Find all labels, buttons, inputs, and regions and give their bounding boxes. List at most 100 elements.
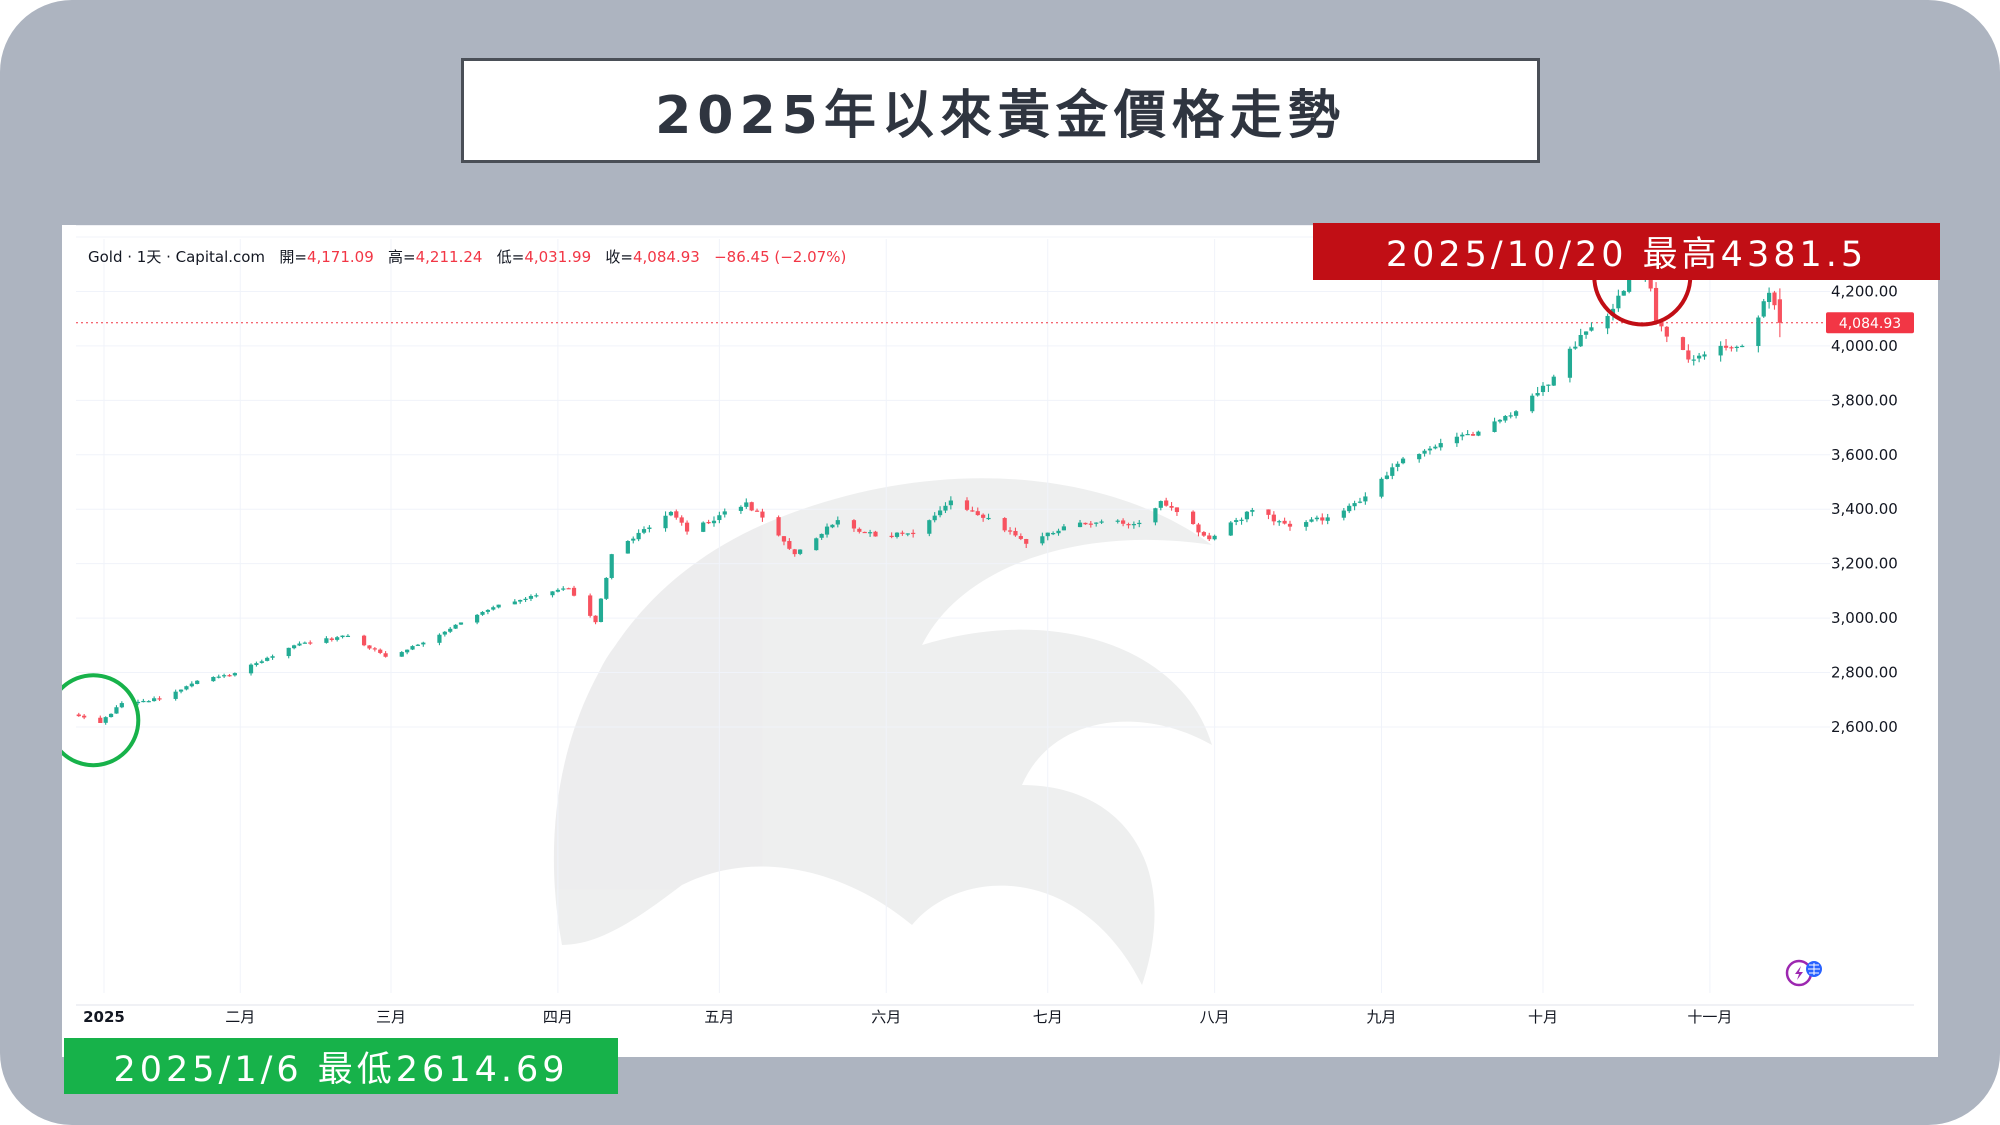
candle [1061,524,1066,531]
candle [1320,513,1325,525]
candle [216,674,221,679]
candle [1390,463,1395,480]
candle [302,641,307,644]
y-tick-label: 3,400.00 [1831,500,1898,518]
candle [1277,519,1282,526]
candle [1077,519,1083,528]
candle [1099,519,1104,525]
candle [970,506,975,512]
candles-layer [76,242,1782,725]
candle [889,532,894,539]
candle [566,587,571,590]
candle [636,529,641,542]
candle [211,676,216,682]
candle [1530,393,1535,414]
candle [1433,444,1438,450]
candle [1400,456,1406,465]
candle [291,644,297,650]
candle [550,591,555,598]
candle [195,680,200,685]
candle [135,699,141,706]
candle [868,529,873,537]
y-tick-label: 2,800.00 [1831,664,1898,682]
candle [108,713,114,718]
candle [1094,522,1099,527]
candle [905,533,910,537]
candle [340,635,345,639]
candle [82,714,87,720]
candle [701,521,706,533]
candle [1244,510,1250,523]
x-tick-label: 九月 [1367,1008,1397,1026]
candle [189,681,194,688]
candle [1573,341,1578,350]
candle [798,549,803,556]
candle [1718,341,1723,362]
candle [819,533,824,540]
high-label: 高= [388,248,416,266]
x-tick-label: 三月 [376,1008,406,1026]
candle [98,715,103,724]
candle [222,673,227,679]
open-value: 4,171.09 [306,248,374,266]
candle [749,501,754,512]
low-value: 4,031.99 [524,248,592,266]
candle [1540,382,1546,396]
candle [943,502,948,514]
candle [437,633,442,646]
candle [668,510,674,517]
candle [308,640,313,645]
candle [1535,386,1540,397]
candle [744,498,749,509]
candle [1239,517,1244,525]
low-label: 低= [496,248,525,266]
candle [1664,326,1669,343]
candle [1201,531,1206,537]
candle [604,577,609,601]
candle [458,622,464,625]
candle [1287,520,1293,531]
ohlc-header: Gold · 1天 · Capital.com 開=4,171.09 高=4,2… [88,246,846,267]
candle [1228,521,1233,537]
candle [873,530,878,537]
candle [900,530,905,536]
y-tick-label: 3,600.00 [1831,446,1898,464]
candle [485,609,490,615]
candle [528,594,534,602]
candle [787,538,792,550]
candle [157,696,162,701]
candle [1470,431,1476,436]
candle [711,516,717,527]
candle [335,636,340,642]
candle [1282,517,1287,525]
candle [173,689,178,701]
candle [1234,517,1239,526]
candle [265,656,270,662]
candle [1121,518,1126,527]
candle [378,648,383,655]
x-tick-label: 八月 [1200,1008,1230,1026]
candle [937,506,943,518]
change-value: −86.45 (−2.07%) [714,248,847,266]
candle [1024,538,1029,549]
candle [1578,328,1583,348]
candle [1164,497,1169,507]
candle [146,700,151,703]
candle [329,637,334,642]
x-tick-label: 十一月 [1687,1008,1732,1026]
candle [1756,315,1761,353]
candle [270,654,275,660]
candle [119,701,124,709]
candle [561,586,566,591]
symbol-label: Gold · 1天 · Capital.com [88,248,266,266]
candle [399,651,404,657]
candle [1723,339,1729,351]
y-tick-label: 3,200.00 [1831,555,1898,573]
y-tick-label: 3,000.00 [1831,609,1898,627]
candle [894,532,900,539]
candle [415,643,421,646]
candle [948,496,953,510]
candle [1045,532,1050,541]
tradingview-logo-icon[interactable] [1785,959,1822,987]
